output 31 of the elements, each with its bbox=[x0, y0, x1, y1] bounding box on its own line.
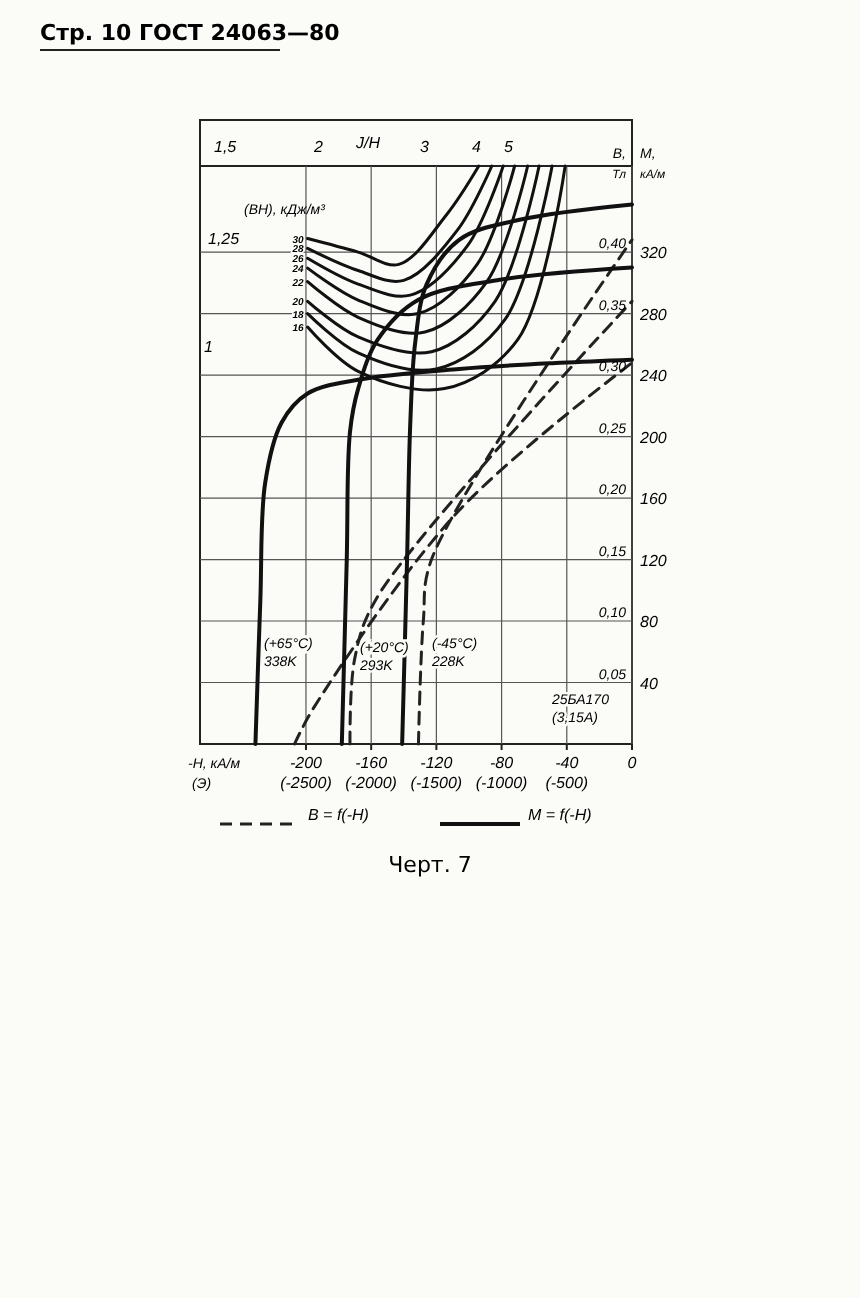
text: 3 bbox=[420, 138, 430, 156]
y2-tick-label: 40 bbox=[640, 674, 659, 693]
x2-tick-label: (-500) bbox=[545, 774, 589, 792]
x-tick-label: -200 bbox=[289, 754, 324, 772]
y2-tick-label: 80 bbox=[640, 613, 659, 632]
x2-tick-label: (-2000) bbox=[345, 774, 398, 792]
text: 1,5 bbox=[214, 138, 238, 156]
x-tick-label: 0 bbox=[627, 754, 638, 772]
legend-label: M = f(-H) bbox=[528, 806, 593, 824]
annotation: 1,25 bbox=[208, 230, 241, 248]
y2-tick-label: 240 bbox=[638, 367, 668, 386]
annotation: 1 bbox=[204, 338, 213, 356]
x2-tick-label: (-2500) bbox=[280, 774, 333, 792]
x-tick-label: -80 bbox=[490, 754, 515, 772]
text: Черт. 7 bbox=[388, 852, 472, 878]
x-tick-label: -160 bbox=[355, 754, 389, 772]
y2-tick-label: 280 bbox=[638, 305, 668, 324]
x-tick-label: -40 bbox=[555, 754, 580, 772]
legend-label: B = f(-H) bbox=[308, 806, 370, 824]
y2-tick-label: 320 bbox=[640, 244, 668, 263]
y2-tick-label: 120 bbox=[640, 551, 668, 570]
x-tick-label: -120 bbox=[420, 754, 454, 772]
y2-tick-label: 200 bbox=[638, 428, 668, 447]
text: 2 bbox=[312, 138, 324, 156]
y2-tick-label: 160 bbox=[640, 490, 668, 509]
text: J/H bbox=[354, 134, 381, 152]
x2-tick-label: (-1000) bbox=[475, 774, 529, 792]
text: 5 bbox=[504, 138, 514, 156]
x2-tick-label: (-1500) bbox=[410, 774, 463, 792]
text: 4 bbox=[472, 138, 482, 156]
text: Стр. 10 ГОСТ 24063—80 bbox=[40, 20, 341, 46]
